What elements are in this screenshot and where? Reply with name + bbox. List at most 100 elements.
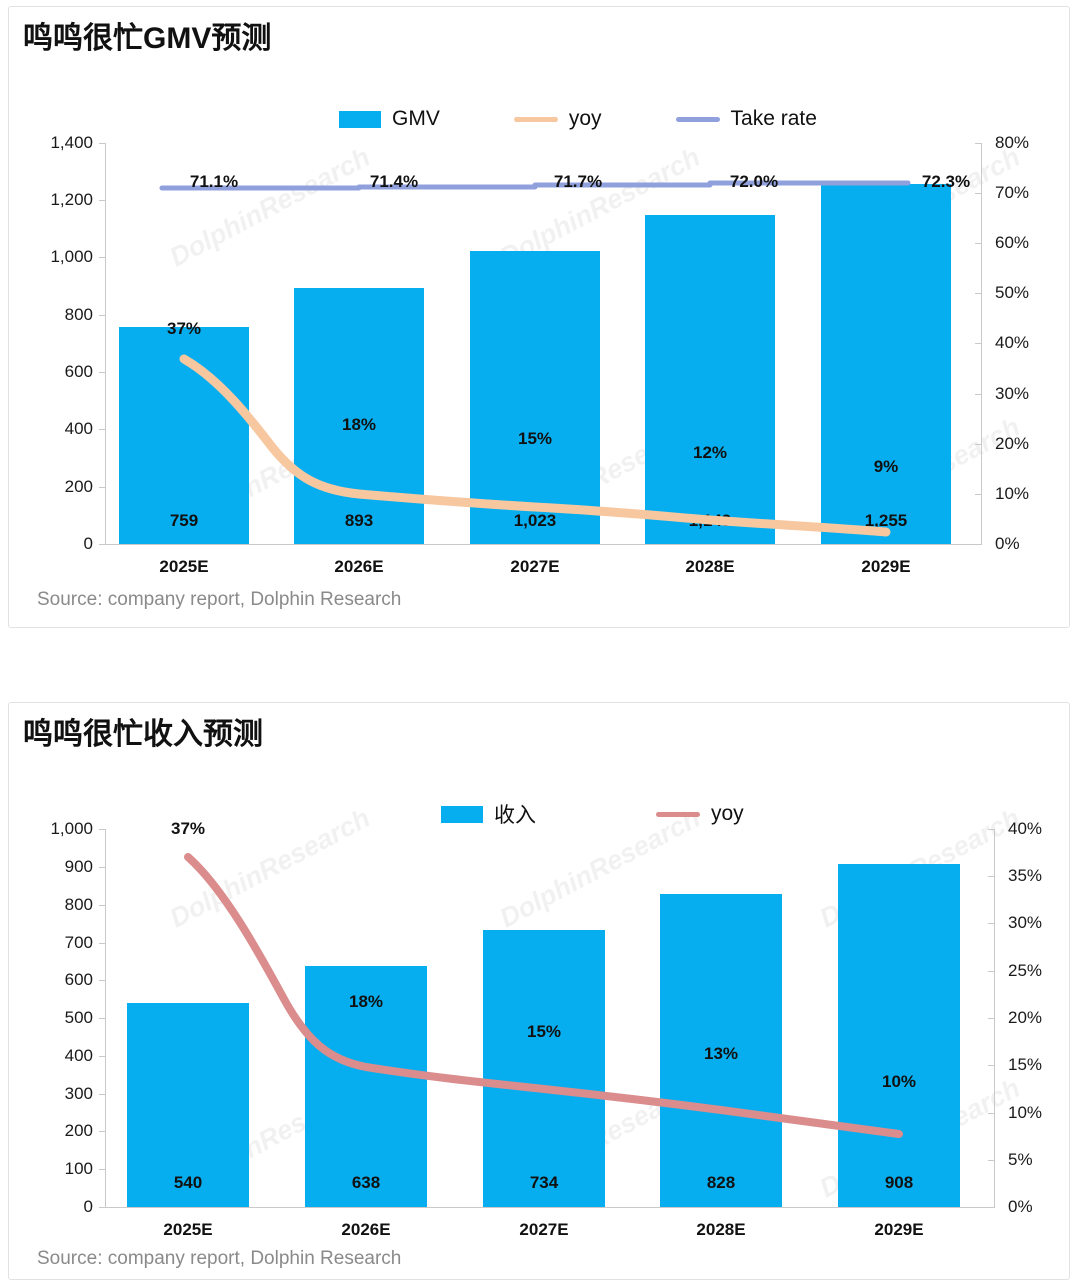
- y-tick-left: [99, 257, 106, 258]
- point-label-take-rate: 71.7%: [553, 172, 603, 191]
- y-tick-right: [988, 923, 995, 924]
- source-note: Source: company report, Dolphin Research: [37, 589, 402, 610]
- y-tick-right: [975, 343, 982, 344]
- y-axis-label-right: 60%: [995, 233, 1030, 252]
- y-axis-label-left: 500: [64, 1008, 93, 1027]
- y-tick-right: [988, 1018, 995, 1019]
- y-axis-label-right: 40%: [995, 333, 1030, 352]
- y-axis-label-right: 30%: [995, 384, 1030, 403]
- point-label-yoy: 15%: [517, 429, 553, 448]
- y-tick-left: [99, 1056, 106, 1057]
- chart-legend-gmv: GMV yoy Take rate: [339, 107, 817, 131]
- x-axis-label: 2025E: [159, 557, 209, 576]
- page-title-revenue: 鸣鸣很忙收入预测: [23, 718, 263, 751]
- x-axis-label: 2029E: [874, 1220, 924, 1239]
- chart-legend-revenue: 收入 yoy: [441, 799, 744, 829]
- legend-label: Take rate: [730, 107, 817, 130]
- y-tick-right: [975, 143, 982, 144]
- y-axis-label-left: 300: [64, 1084, 93, 1103]
- y-tick-right: [988, 829, 995, 830]
- chart-card-gmv: 鸣鸣很忙GMV预测 DolphinResearch DolphinResearc…: [8, 6, 1070, 628]
- bar-value-label: 734: [529, 1173, 559, 1192]
- y-tick-left: [99, 905, 106, 906]
- point-label-take-rate: 71.4%: [369, 172, 419, 191]
- y-axis-label-right: 10%: [995, 484, 1030, 503]
- y-axis-label-right: 80%: [995, 133, 1030, 152]
- y-tick-left: [99, 980, 106, 981]
- y-tick-right: [975, 243, 982, 244]
- x-axis-label: 2028E: [685, 557, 735, 576]
- legend-item-take-rate[interactable]: Take rate: [675, 107, 817, 131]
- legend-label: yoy: [568, 107, 602, 130]
- bar-value-label: 1,255: [864, 511, 908, 530]
- y-axis-label-left: 200: [64, 477, 93, 496]
- bar-gmv-2029E[interactable]: [821, 184, 951, 544]
- y-axis-label-left: 100: [64, 1159, 93, 1178]
- point-label-yoy: 37%: [170, 819, 206, 838]
- point-label-take-rate: 72.0%: [729, 172, 779, 191]
- chart-card-revenue: 鸣鸣很忙收入预测 DolphinResearch DolphinResearch…: [8, 702, 1070, 1280]
- y-tick-right: [975, 293, 982, 294]
- y-axis-label-right: 50%: [995, 283, 1030, 302]
- y-tick-left: [99, 1094, 106, 1095]
- bar-revenue-2025E[interactable]: [127, 1003, 249, 1207]
- y-tick-left: [99, 544, 106, 545]
- bar-gmv-2027E[interactable]: [470, 251, 600, 544]
- point-label-yoy: 9%: [873, 457, 899, 476]
- y-tick-right: [988, 1160, 995, 1161]
- y-axis-label-left: 0: [83, 534, 93, 553]
- x-axis-label: 2027E: [510, 557, 560, 576]
- line-series-yoy: [179, 354, 891, 537]
- y-axis-label-left: 400: [64, 1046, 93, 1065]
- y-axis-label-left: 600: [64, 970, 93, 989]
- y-axis-label-left: 800: [64, 305, 93, 324]
- y-axis-label-right: 70%: [995, 183, 1030, 202]
- y-axis-label-left: 800: [64, 895, 93, 914]
- legend-item-gmv[interactable]: GMV: [339, 107, 440, 131]
- y-tick-left: [99, 943, 106, 944]
- legend-item-revenue[interactable]: 收入: [441, 799, 536, 829]
- y-axis-label-right: 20%: [995, 434, 1030, 453]
- y-tick-right: [975, 444, 982, 445]
- bar-revenue-2028E[interactable]: [660, 894, 782, 1207]
- y-axis-label-left: 200: [64, 1121, 93, 1140]
- y-axis-label-right: 20%: [1008, 1008, 1043, 1027]
- y-tick-right: [975, 494, 982, 495]
- point-label-yoy: 18%: [341, 415, 377, 434]
- legend-item-yoy[interactable]: yoy: [513, 107, 602, 131]
- x-axis-label: 2027E: [519, 1220, 569, 1239]
- y-axis-left: [105, 143, 106, 544]
- y-axis-label-left: 600: [64, 362, 93, 381]
- y-tick-right: [975, 193, 982, 194]
- legend-label: 收入: [494, 804, 536, 827]
- bar-value-label: 638: [351, 1173, 381, 1192]
- bar-revenue-2027E[interactable]: [483, 930, 605, 1207]
- point-label-yoy: 12%: [692, 443, 728, 462]
- y-tick-left: [99, 1169, 106, 1170]
- y-axis-label-right: 40%: [1008, 819, 1043, 838]
- point-label-yoy: 18%: [348, 992, 384, 1011]
- bar-revenue-2026E[interactable]: [305, 966, 427, 1207]
- plot-area-revenue: 1,000 900 800 700 600 500 400 300 200 10…: [9, 703, 1069, 1239]
- legend-line-swatch-icon: [656, 811, 700, 817]
- bar-revenue-2029E[interactable]: [838, 864, 960, 1207]
- bar-gmv-2028E[interactable]: [645, 215, 775, 544]
- y-axis-label-right: 25%: [1008, 961, 1043, 980]
- y-axis-label-left: 400: [64, 419, 93, 438]
- source-note: Source: company report, Dolphin Research: [37, 1248, 402, 1269]
- point-label-yoy: 15%: [526, 1022, 562, 1041]
- bar-value-label: 828: [706, 1173, 736, 1192]
- y-tick-right: [988, 876, 995, 877]
- point-label-yoy: 10%: [881, 1072, 917, 1091]
- x-axis-label: 2026E: [341, 1220, 391, 1239]
- x-axis-label: 2025E: [163, 1220, 213, 1239]
- x-axis-label: 2029E: [861, 557, 911, 576]
- y-tick-left: [99, 200, 106, 201]
- y-axis-label-right: 10%: [1008, 1103, 1043, 1122]
- legend-label: yoy: [711, 802, 744, 825]
- y-tick-left: [99, 829, 106, 830]
- legend-item-yoy[interactable]: yoy: [656, 802, 744, 826]
- y-tick-left: [99, 429, 106, 430]
- legend-bar-swatch-icon: [339, 110, 381, 128]
- y-axis-label-left: 700: [64, 933, 93, 952]
